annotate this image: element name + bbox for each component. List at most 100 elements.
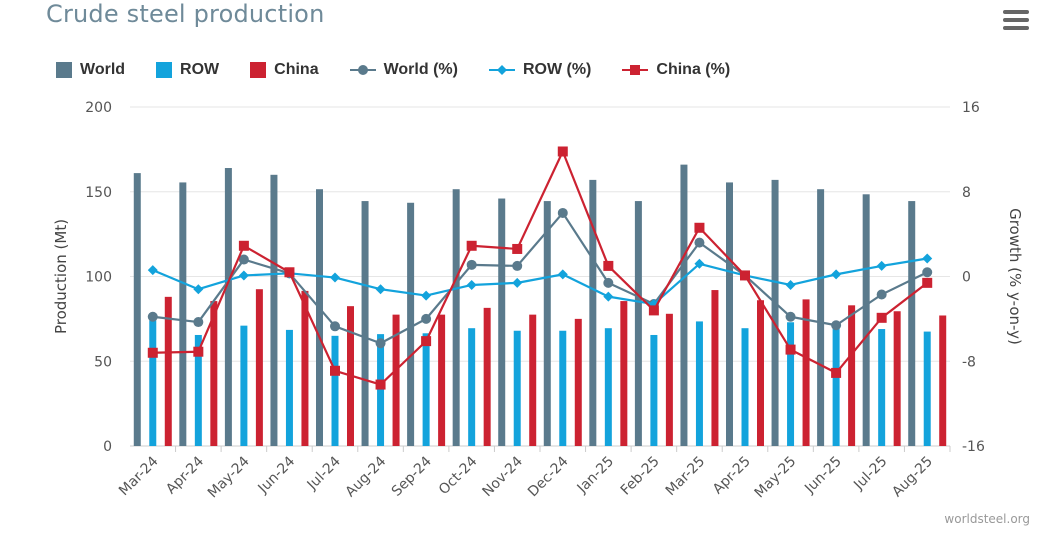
point-world [512,260,523,271]
bar-world [498,198,506,446]
legend-symbol-china [250,62,267,78]
bar-world [316,189,323,446]
bar-row [878,329,886,446]
bar-world [543,201,551,446]
bar-world [908,201,916,446]
legend-label: ROW [180,61,220,78]
bar-row [331,335,339,446]
point-china [147,347,158,358]
x-tick-label: May-25 [752,454,800,502]
bar-china [529,314,537,446]
bar-china [939,315,947,446]
point-china [512,243,523,254]
point-world [557,207,568,218]
bar-world [589,179,597,446]
chart-legend: World ROW China World (%) ROW (%) China (%) [56,58,761,82]
point-row [785,279,796,290]
bar-world [817,189,825,446]
bar-row [604,328,612,446]
point-world [147,311,158,322]
bar-china [210,301,218,446]
point-china [603,260,614,271]
bar-china [164,296,172,446]
legend-item-china[interactable]: China [250,61,319,79]
legend-symbol-row [488,65,515,75]
legend-item-china[interactable]: China (%) [622,61,730,79]
x-tick-label: Aug-25 [889,454,936,501]
x-tick-label: Aug-24 [343,453,390,500]
bar-china [620,301,628,446]
legend-item-world[interactable]: World [56,61,125,79]
y-tick-label-right: -16 [962,439,985,455]
point-row [557,269,568,280]
point-world [193,317,204,328]
point-china [466,240,477,251]
bar-row [240,325,248,446]
x-tick-label: Nov-24 [480,453,527,500]
bar-world [452,189,460,446]
y-axis-title-right: Growth (% y-on-y) [1006,208,1024,345]
bar-china [848,305,856,446]
x-tick-label: Jun-24 [255,453,299,497]
point-row [238,270,249,281]
point-row [375,284,386,295]
line-row [152,257,928,306]
legend-item-row[interactable]: ROW [156,61,219,79]
point-world [922,267,933,278]
bar-world [361,201,369,446]
bar-china [757,300,764,446]
point-world [876,289,887,300]
point-row [330,272,340,283]
legend-item-world[interactable]: World (%) [349,61,458,79]
bar-world [270,174,278,447]
bar-world [407,202,415,446]
y-axis-title-left: Production (Mt) [52,219,70,334]
x-tick-label: Jul-25 [850,454,890,494]
point-row [603,291,614,302]
line-china [152,150,928,386]
x-tick-label: Oct-24 [436,453,481,498]
point-world [375,338,386,349]
point-row [466,279,477,290]
bar-row [559,330,567,446]
bar-row [832,329,840,446]
menu-line [1003,26,1029,30]
point-china [421,336,432,347]
bar-china [893,311,901,446]
hamburger-menu-icon[interactable] [1003,10,1029,32]
legend-label: ROW (%) [522,61,592,78]
x-tick-label: Mar-25 [663,454,709,500]
y-tick-label-left: 100 [85,270,112,286]
point-china [284,267,295,278]
point-world [785,311,796,322]
point-row [694,258,705,269]
point-row [876,260,887,271]
menu-line [1003,10,1029,14]
bar-row [149,320,157,446]
legend-item-row[interactable]: ROW (%) [488,61,592,79]
bar-world [224,168,232,446]
legend-label: China (%) [656,61,731,78]
legend-symbol-row [156,62,173,78]
point-world [466,259,477,270]
point-row [147,265,158,276]
bar-row [741,328,749,446]
point-china [740,270,750,281]
legend-label: China [274,61,319,78]
point-china [785,344,796,355]
bar-row [422,333,430,446]
y-tick-label-right: 16 [962,100,980,116]
point-china [831,367,842,378]
x-tick-label: Mar-24 [116,453,162,499]
chart-title: Crude steel production [46,0,325,28]
y-tick-label-right: -8 [962,354,976,370]
x-tick-label: Jan-25 [574,454,617,497]
bar-china [255,289,263,446]
bar-row [194,334,202,446]
point-row [512,277,523,288]
bar-row [513,330,521,446]
point-world [603,277,614,288]
y-tick-label-left: 0 [103,439,112,455]
point-china [694,222,705,233]
